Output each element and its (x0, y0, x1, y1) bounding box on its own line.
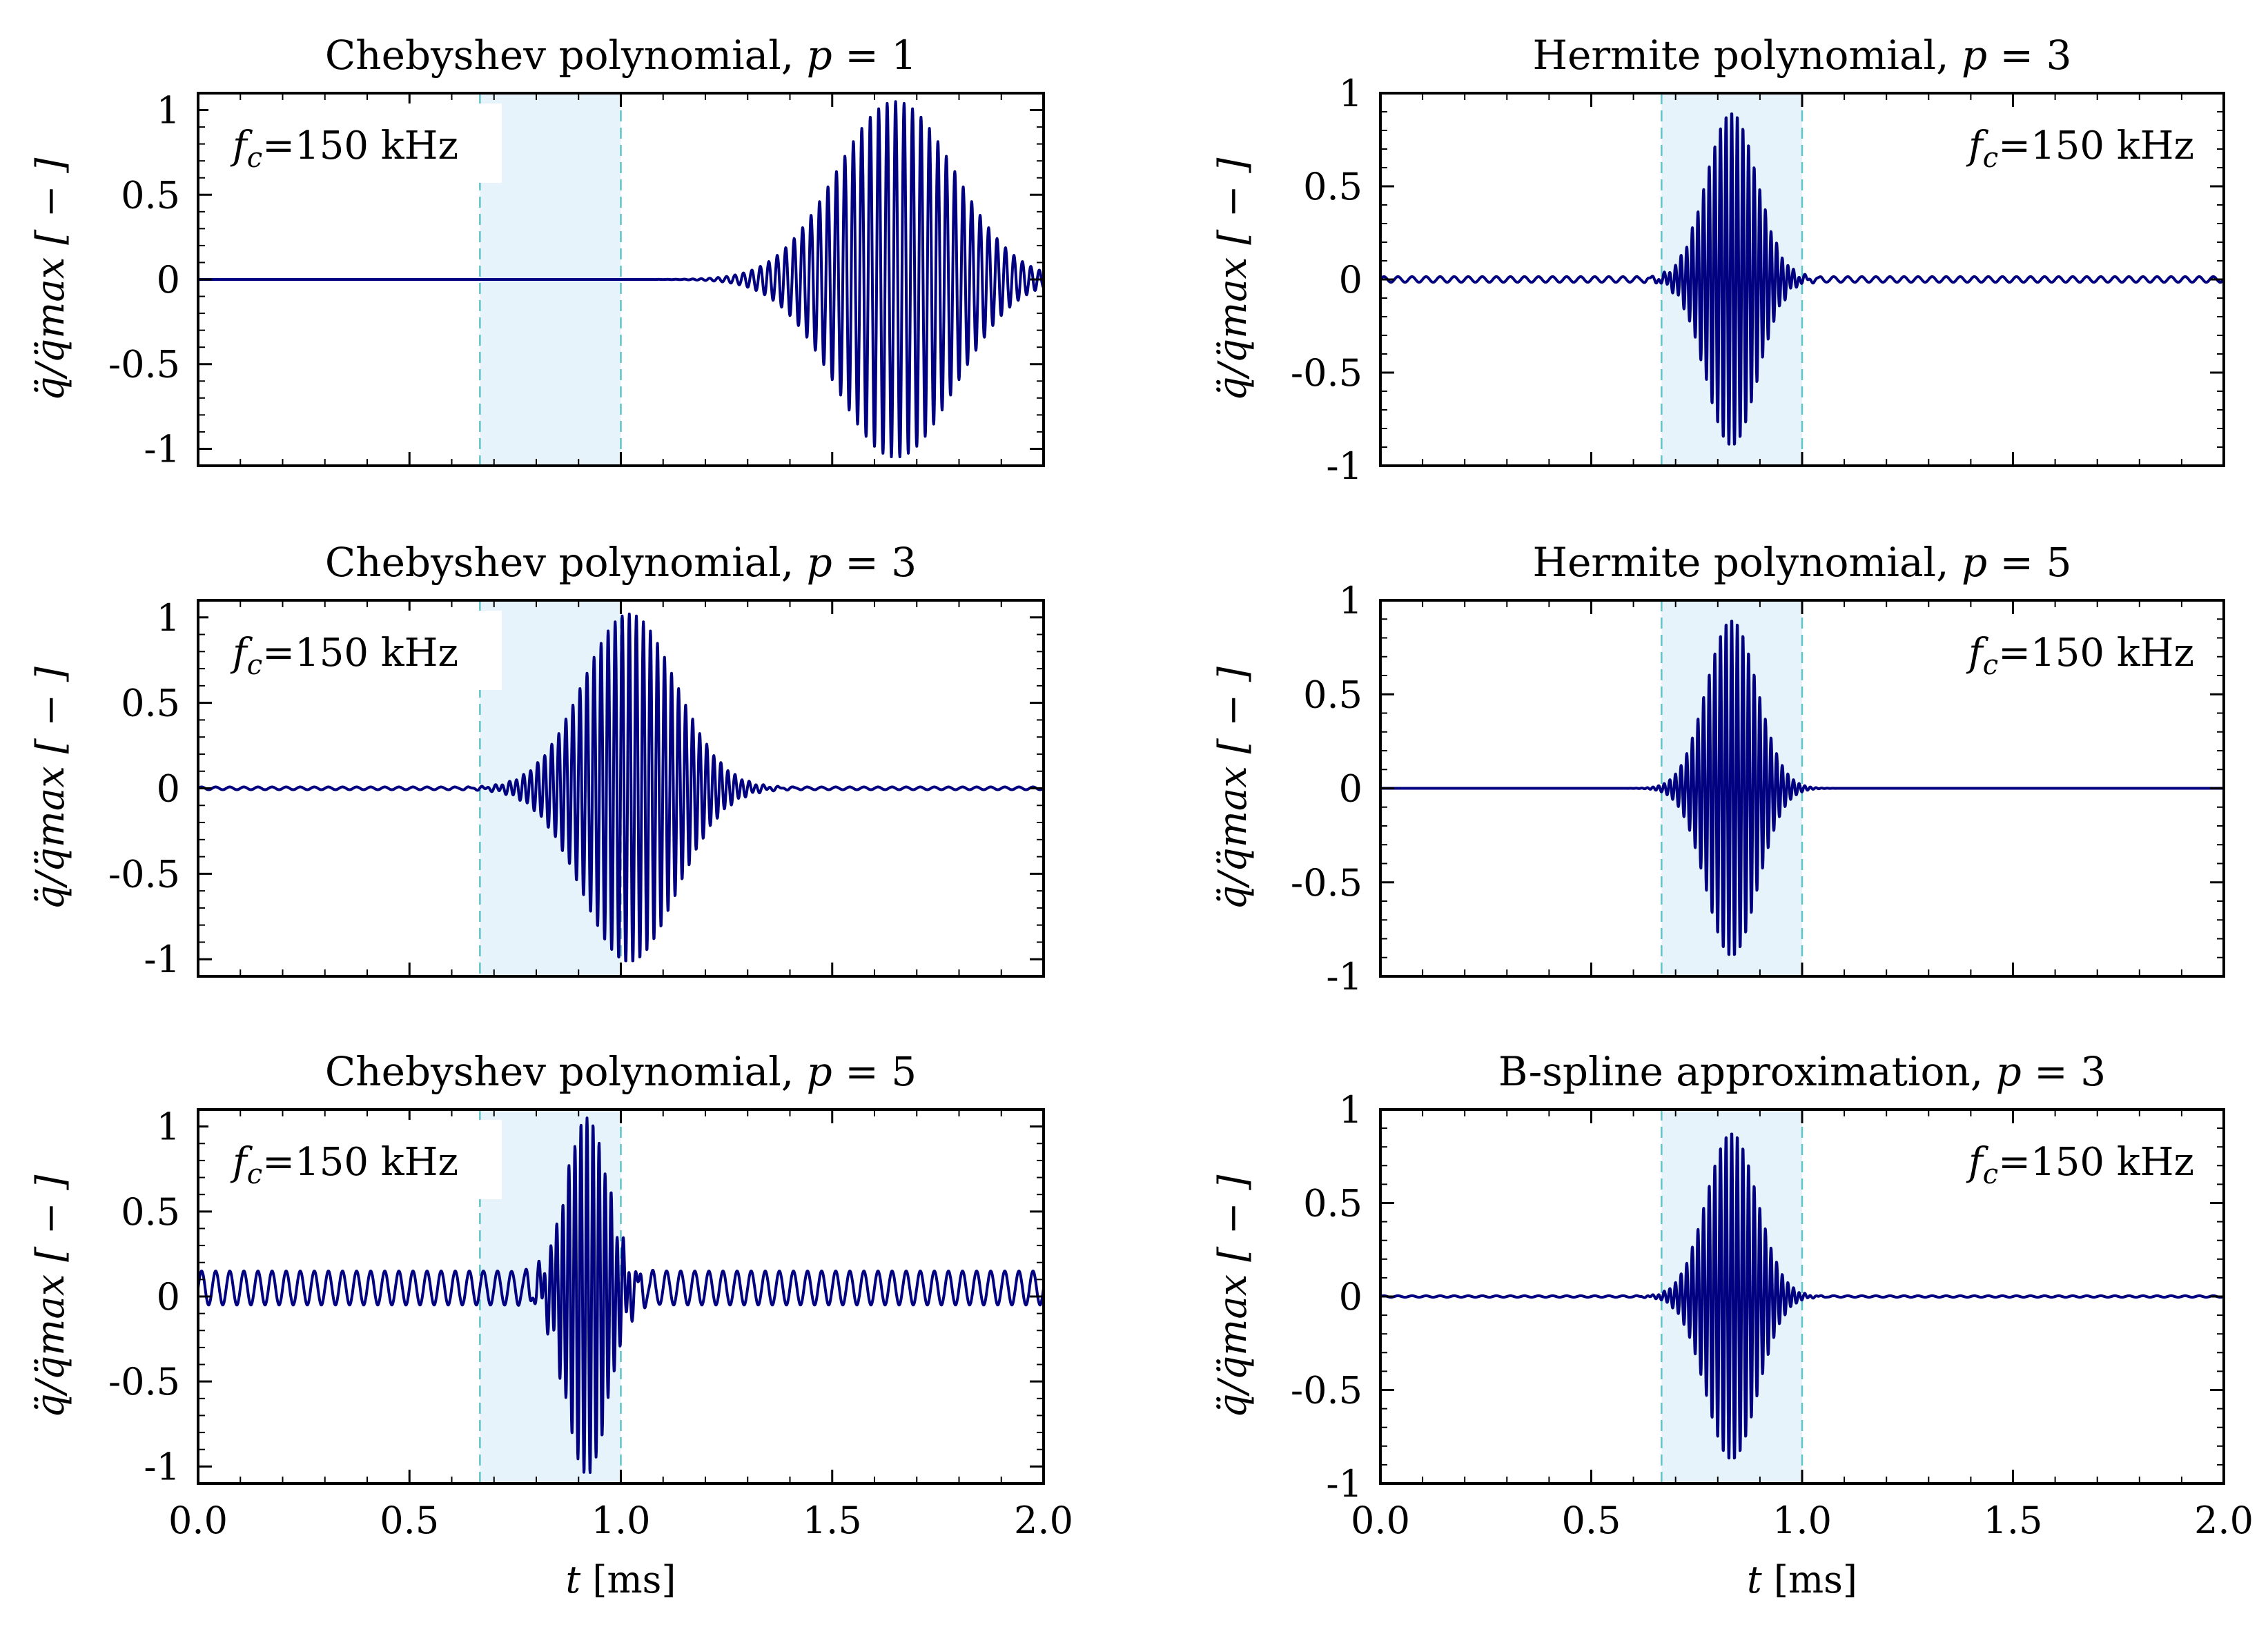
y-tick-label: 0.5 (1303, 165, 1362, 208)
y-tick-label: 1 (157, 1105, 180, 1149)
x-tick-label: 0.0 (1351, 1499, 1410, 1542)
y-tick-label: -1 (1326, 955, 1362, 998)
y-tick-label: -1 (144, 427, 180, 471)
y-tick-label: 0 (157, 258, 180, 302)
annotation-box (208, 103, 502, 183)
y-axis-label: q̈/q̈max [ − ] (28, 158, 73, 402)
y-tick-label: 0.5 (121, 682, 180, 725)
annotation-label: fc=150 kHz (230, 631, 458, 681)
chart-panel-3: -1 -0.5 0 0.5 1 Chebyshev polynomial, p = 3 q̈… (28, 539, 1045, 981)
x-axis-label: t [ms] (1747, 1558, 1857, 1601)
y-tick-label: 0 (157, 1275, 180, 1319)
x-tick-label: 0.5 (380, 1499, 439, 1542)
y-tick-label: 0 (1339, 1275, 1362, 1319)
y-tick-label: 0 (1339, 767, 1362, 811)
y-tick-label: 0 (157, 767, 180, 811)
y-tick-label: -0.5 (108, 852, 180, 896)
x-tick-label: 2.0 (2194, 1499, 2254, 1542)
y-tick-label: -0.5 (1291, 1369, 1362, 1412)
y-axis-label: q̈/q̈max [ − ] (28, 667, 73, 910)
x-axis-label: t [ms] (566, 1558, 676, 1601)
x-tick-label: 2.0 (1014, 1499, 1073, 1542)
x-tick-label: 1.5 (803, 1499, 862, 1542)
chart-panel-1: -1 -0.5 0 0.5 1 Chebyshev polynomial, p = 1 q̈… (28, 32, 1045, 471)
y-tick-label: 1 (157, 596, 180, 640)
y-tick-label: -0.5 (1291, 861, 1362, 905)
y-tick-label: 0.5 (1303, 1182, 1362, 1225)
y-axis-label: q̈/q̈max [ − ] (28, 1175, 73, 1419)
chart-title: Hermite polynomial, p = 3 (1533, 32, 2072, 79)
x-tick-label: 1.0 (1772, 1499, 1832, 1542)
y-axis-label: q̈/q̈max [ − ] (1211, 158, 1255, 402)
signal-line (1379, 1132, 2225, 1460)
signal-line (1379, 112, 2225, 446)
signal-line (197, 1116, 1045, 1475)
chart-panel-6: -1 -0.5 0 0.5 1 0.0 0.5 1.0 1.5 2.0 t [ms] B-spline… (1211, 1048, 2254, 1601)
y-tick-label: 1 (1339, 579, 1362, 622)
annotation-box (208, 1120, 502, 1199)
chart-panel-2: -1 -0.5 0 0.5 1 Hermite polynomial, p = 3 q̈/q… (1211, 32, 2225, 488)
signal-line (197, 612, 1045, 963)
chart-title: Chebyshev polynomial, p = 1 (325, 32, 917, 79)
y-axis-label: q̈/q̈max [ − ] (1211, 667, 1255, 910)
y-tick-label: -1 (1326, 1462, 1362, 1506)
annotation-box (208, 611, 502, 690)
y-tick-label: 0.5 (121, 173, 180, 217)
y-tick-label: 1 (1339, 1088, 1362, 1132)
x-tick-label: 0.0 (168, 1499, 228, 1542)
chart-title: Chebyshev polynomial, p = 5 (325, 1048, 917, 1095)
y-tick-label: -0.5 (108, 343, 180, 386)
chart-title: Hermite polynomial, p = 5 (1533, 539, 2072, 586)
chart-title: Chebyshev polynomial, p = 3 (325, 539, 917, 586)
signal-line (1379, 620, 2225, 956)
chart-panel-4: -1 -0.5 0 0.5 1 Hermite polynomial, p = 5 q̈/q… (1211, 539, 2225, 998)
y-tick-label: -0.5 (1291, 351, 1362, 395)
chart-panel-5: -1 -0.5 0 0.5 1 0.0 0.5 1.0 1.5 2.0 t [ms] Chebyshe… (28, 1048, 1073, 1601)
y-tick-label: 0.5 (121, 1190, 180, 1234)
y-tick-label: 0 (1339, 258, 1362, 302)
y-tick-label: -1 (144, 1445, 180, 1488)
y-tick-label: -0.5 (108, 1360, 180, 1403)
y-tick-label: 0.5 (1303, 673, 1362, 716)
y-tick-label: 1 (1339, 72, 1362, 115)
x-tick-label: 0.5 (1562, 1499, 1621, 1542)
chart-title: B-spline approximation, p = 3 (1498, 1048, 2106, 1095)
x-tick-label: 1.5 (1984, 1499, 2043, 1542)
annotation-label: fc=150 kHz (1966, 1140, 2194, 1190)
annotation-label: fc=150 kHz (1966, 631, 2194, 681)
x-tick-label: 1.0 (592, 1499, 651, 1542)
annotation-label: fc=150 kHz (1966, 124, 2194, 174)
annotation-label: fc=150 kHz (230, 1140, 458, 1190)
y-tick-label: 1 (157, 89, 180, 132)
annotation-label: fc=150 kHz (230, 124, 458, 174)
y-tick-label: -1 (1326, 444, 1362, 488)
y-axis-label: q̈/q̈max [ − ] (1211, 1175, 1255, 1419)
signal-line (197, 100, 1045, 459)
y-tick-label: -1 (144, 938, 180, 981)
